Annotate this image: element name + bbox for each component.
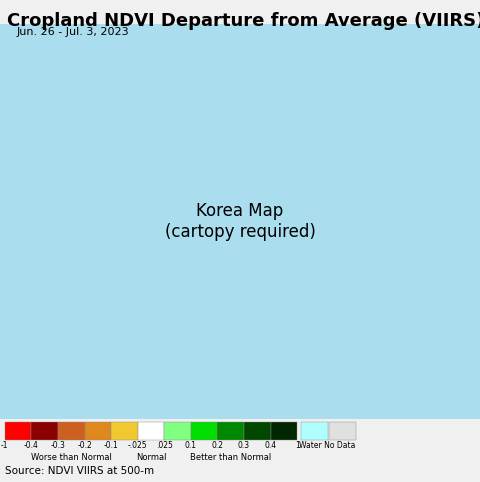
Text: Cropland NDVI Departure from Average (VIIRS): Cropland NDVI Departure from Average (VI… xyxy=(7,12,480,30)
Text: 0.1: 0.1 xyxy=(185,441,197,450)
Text: Water No Data: Water No Data xyxy=(300,441,356,450)
Text: Worse than Normal: Worse than Normal xyxy=(31,453,112,462)
Text: -0.1: -0.1 xyxy=(104,441,119,450)
Text: -0.2: -0.2 xyxy=(77,441,92,450)
Text: Korea Map
(cartopy required): Korea Map (cartopy required) xyxy=(165,202,315,241)
Text: -.025: -.025 xyxy=(128,441,147,450)
Text: 1: 1 xyxy=(295,441,300,450)
Text: 0.4: 0.4 xyxy=(264,441,276,450)
Text: 0.2: 0.2 xyxy=(212,441,224,450)
Text: -0.3: -0.3 xyxy=(50,441,65,450)
Text: Jun. 26 - Jul. 3, 2023: Jun. 26 - Jul. 3, 2023 xyxy=(17,27,130,37)
Text: -1: -1 xyxy=(1,441,9,450)
Text: -0.4: -0.4 xyxy=(24,441,39,450)
Text: Normal: Normal xyxy=(136,453,166,462)
Text: 0.3: 0.3 xyxy=(238,441,250,450)
Text: Better than Normal: Better than Normal xyxy=(190,453,271,462)
Text: Source: NDVI VIIRS at 500-m: Source: NDVI VIIRS at 500-m xyxy=(5,466,154,476)
Text: .025: .025 xyxy=(156,441,173,450)
